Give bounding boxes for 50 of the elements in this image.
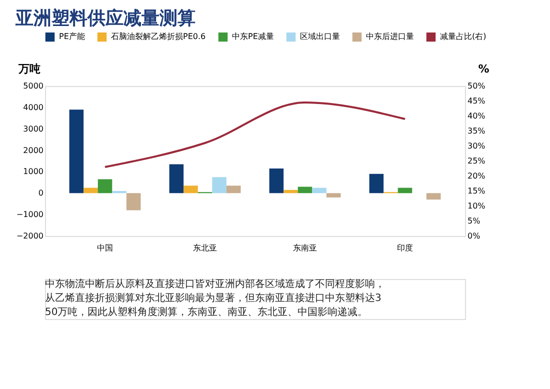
y-tick-label: 3000 <box>23 124 44 134</box>
y2-tick-label: 50% <box>468 82 486 90</box>
y-tick-label: −1000 <box>16 210 44 220</box>
y2-tick-label: 40% <box>468 112 486 120</box>
bar <box>98 179 112 194</box>
x-tick-label: 东南亚 <box>293 244 317 252</box>
y2-tick-label: 0% <box>468 232 481 240</box>
bar <box>326 193 341 198</box>
y-axis-title: 万吨 <box>18 62 40 76</box>
y-tick-label: 4000 <box>23 102 44 112</box>
y-tick-label: 0 <box>38 188 44 198</box>
y-tick-label: 1000 <box>23 167 44 176</box>
bar <box>169 164 184 194</box>
x-tick-label: 中国 <box>97 244 113 252</box>
y2-tick-label: 25% <box>468 156 486 166</box>
legend-label: 区域出口量 <box>300 32 340 42</box>
bar <box>298 186 312 194</box>
y2-tick-label: 15% <box>468 186 486 196</box>
y2-tick-label: 35% <box>468 126 486 136</box>
bar <box>312 188 326 194</box>
x-tick-label: 印度 <box>397 244 413 252</box>
legend-label: 中东PE减量 <box>232 32 274 42</box>
y2-tick-label: 30% <box>468 142 486 150</box>
y2-tick-label: 10% <box>468 202 486 210</box>
legend-label: PE产能 <box>59 32 85 42</box>
legend-label: 中东后进口量 <box>366 32 414 42</box>
x-tick-label: 东北亚 <box>193 244 217 252</box>
legend-label: 减量占比(右) <box>440 32 486 42</box>
line-series <box>104 102 406 168</box>
bar <box>269 168 284 194</box>
legend-label: 石脑油裂解乙烯折损PE0.6 <box>111 32 206 42</box>
y2-axis-title: % <box>478 62 490 76</box>
y-tick-label: −2000 <box>16 232 44 240</box>
y-tick-label: 2000 <box>23 146 44 155</box>
y2-tick-label: 45% <box>468 96 486 106</box>
bar <box>69 110 84 194</box>
y2-tick-label: 20% <box>468 172 486 180</box>
bar <box>284 190 298 194</box>
y-tick-label: 5000 <box>23 82 44 90</box>
bar <box>426 193 441 200</box>
bar <box>84 188 98 194</box>
bar <box>226 186 241 194</box>
bar <box>212 177 226 194</box>
bar <box>398 188 412 194</box>
y2-tick-label: 5% <box>468 216 481 226</box>
text: 中东物流中断后从原料及直接进口皆对亚洲内部各区域造成了不同程度影响，从乙烯直接折损测算对东北亚影响最为显著，但东南亚直接进口中东塑料达350万吨，因此从塑料角度测算，东南亚、南亚、东北亚、中国影响递减。 <box>45 278 385 318</box>
bar <box>184 186 198 194</box>
chart-title: 亚洲塑料供应减量测算 <box>14 8 196 29</box>
bar <box>369 174 384 194</box>
bar <box>126 193 141 210</box>
